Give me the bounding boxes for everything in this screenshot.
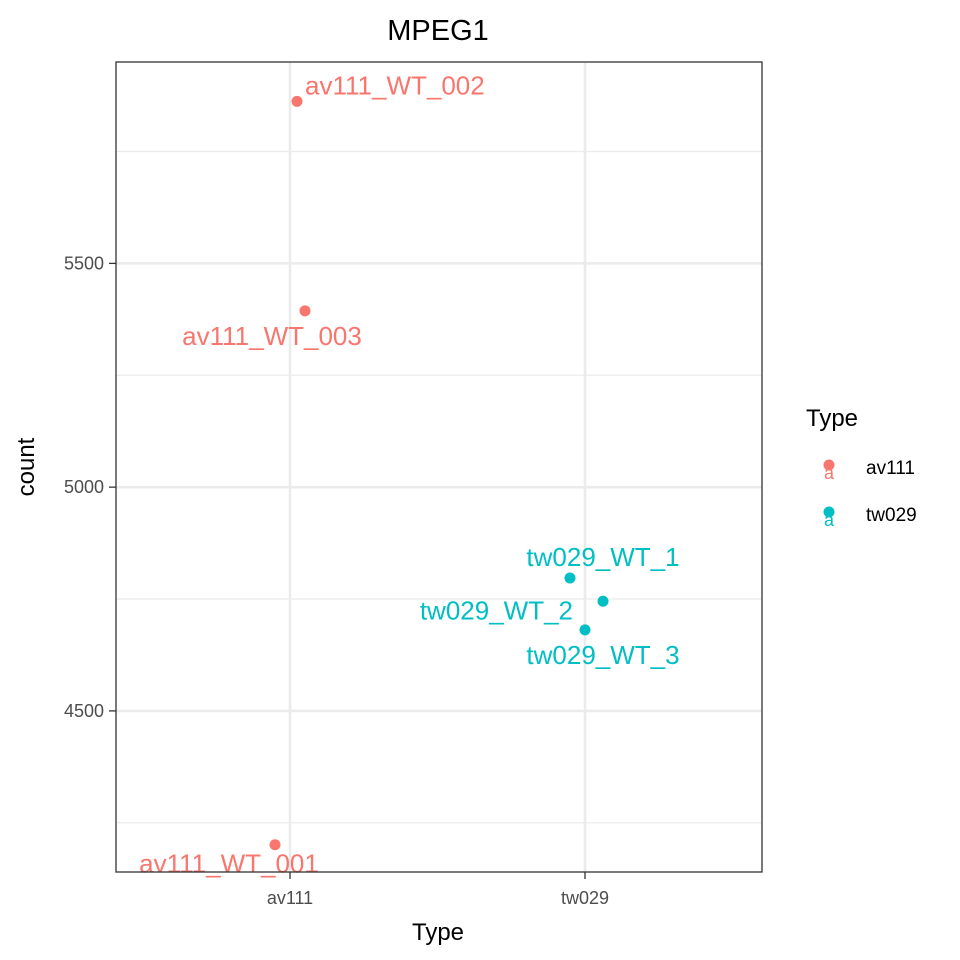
data-points (269, 95, 609, 851)
y-axis-title: count (13, 437, 40, 496)
axes: 4500 5000 5500 av111 tw029 (64, 253, 609, 908)
data-point (299, 305, 311, 317)
data-point (579, 624, 591, 636)
data-point (291, 95, 303, 107)
y-tick-label: 4500 (64, 701, 104, 721)
x-tick-label: av111 (267, 888, 313, 908)
point-label: av111_WT_002 (305, 70, 485, 100)
point-label: tw029_WT_1 (526, 542, 679, 572)
grid-lines (116, 62, 762, 872)
legend-key-point (823, 506, 835, 518)
data-point (269, 839, 281, 851)
legend-key-text-glyph: a (824, 510, 835, 530)
point-labels: av111_WT_001 av111_WT_002 av111_WT_003 tw02… (139, 70, 679, 878)
y-tick-label: 5000 (64, 477, 104, 497)
plot-border (115, 61, 763, 873)
legend-key-text-glyph: a (824, 463, 835, 483)
legend-key-point (823, 459, 835, 471)
legend: Type a av111 a tw029 (806, 405, 917, 530)
x-tick-label: tw029 (561, 888, 609, 908)
y-tick-label: 5500 (64, 253, 104, 273)
legend-title: Type (806, 405, 858, 432)
legend-label: tw029 (866, 505, 917, 526)
chart-title: MPEG1 (387, 15, 489, 47)
data-point (597, 595, 609, 607)
point-label: tw029_WT_2 (420, 595, 573, 625)
x-axis-title: Type (412, 919, 464, 946)
legend-label: av111 (866, 458, 915, 479)
point-label: tw029_WT_3 (526, 640, 679, 670)
point-label: av111_WT_001 (139, 849, 319, 879)
data-point (564, 572, 576, 584)
point-label: av111_WT_003 (182, 321, 362, 351)
plot-panel (116, 62, 762, 872)
